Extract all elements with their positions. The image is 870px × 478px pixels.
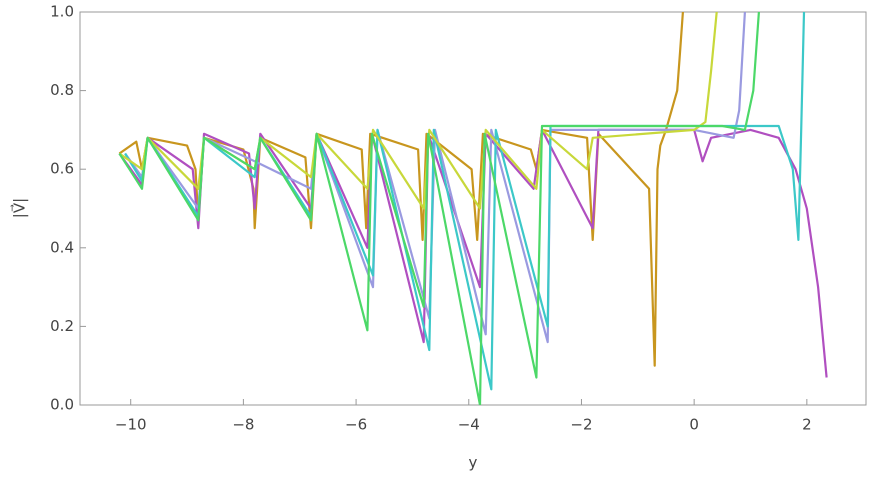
y-axis-label: |V⃗| [10, 198, 29, 218]
series-line [118, 12, 760, 405]
y-tick-label: 0.0 [50, 396, 74, 414]
series-line [118, 128, 828, 378]
y-tick-label: 0.4 [50, 238, 74, 256]
x-tick-label: −2 [570, 416, 592, 434]
y-tick-label: 0.6 [50, 160, 74, 178]
series-line [118, 12, 684, 367]
plot-frame [79, 11, 867, 406]
x-tick-label: −6 [345, 416, 367, 434]
x-tick-label: −10 [115, 416, 147, 434]
y-tick-label: 0.8 [50, 81, 74, 99]
y-tick-label: 1.0 [50, 3, 74, 21]
series-line [124, 12, 806, 391]
x-tick-label: 0 [689, 416, 699, 434]
x-axis-label: y [469, 454, 478, 472]
x-tick-label: −4 [458, 416, 480, 434]
y-tick-label: 0.2 [50, 317, 74, 335]
series-line [118, 12, 718, 210]
x-tick-label: −8 [232, 416, 254, 434]
plot-area [118, 12, 828, 405]
x-tick-label: 2 [802, 416, 812, 434]
